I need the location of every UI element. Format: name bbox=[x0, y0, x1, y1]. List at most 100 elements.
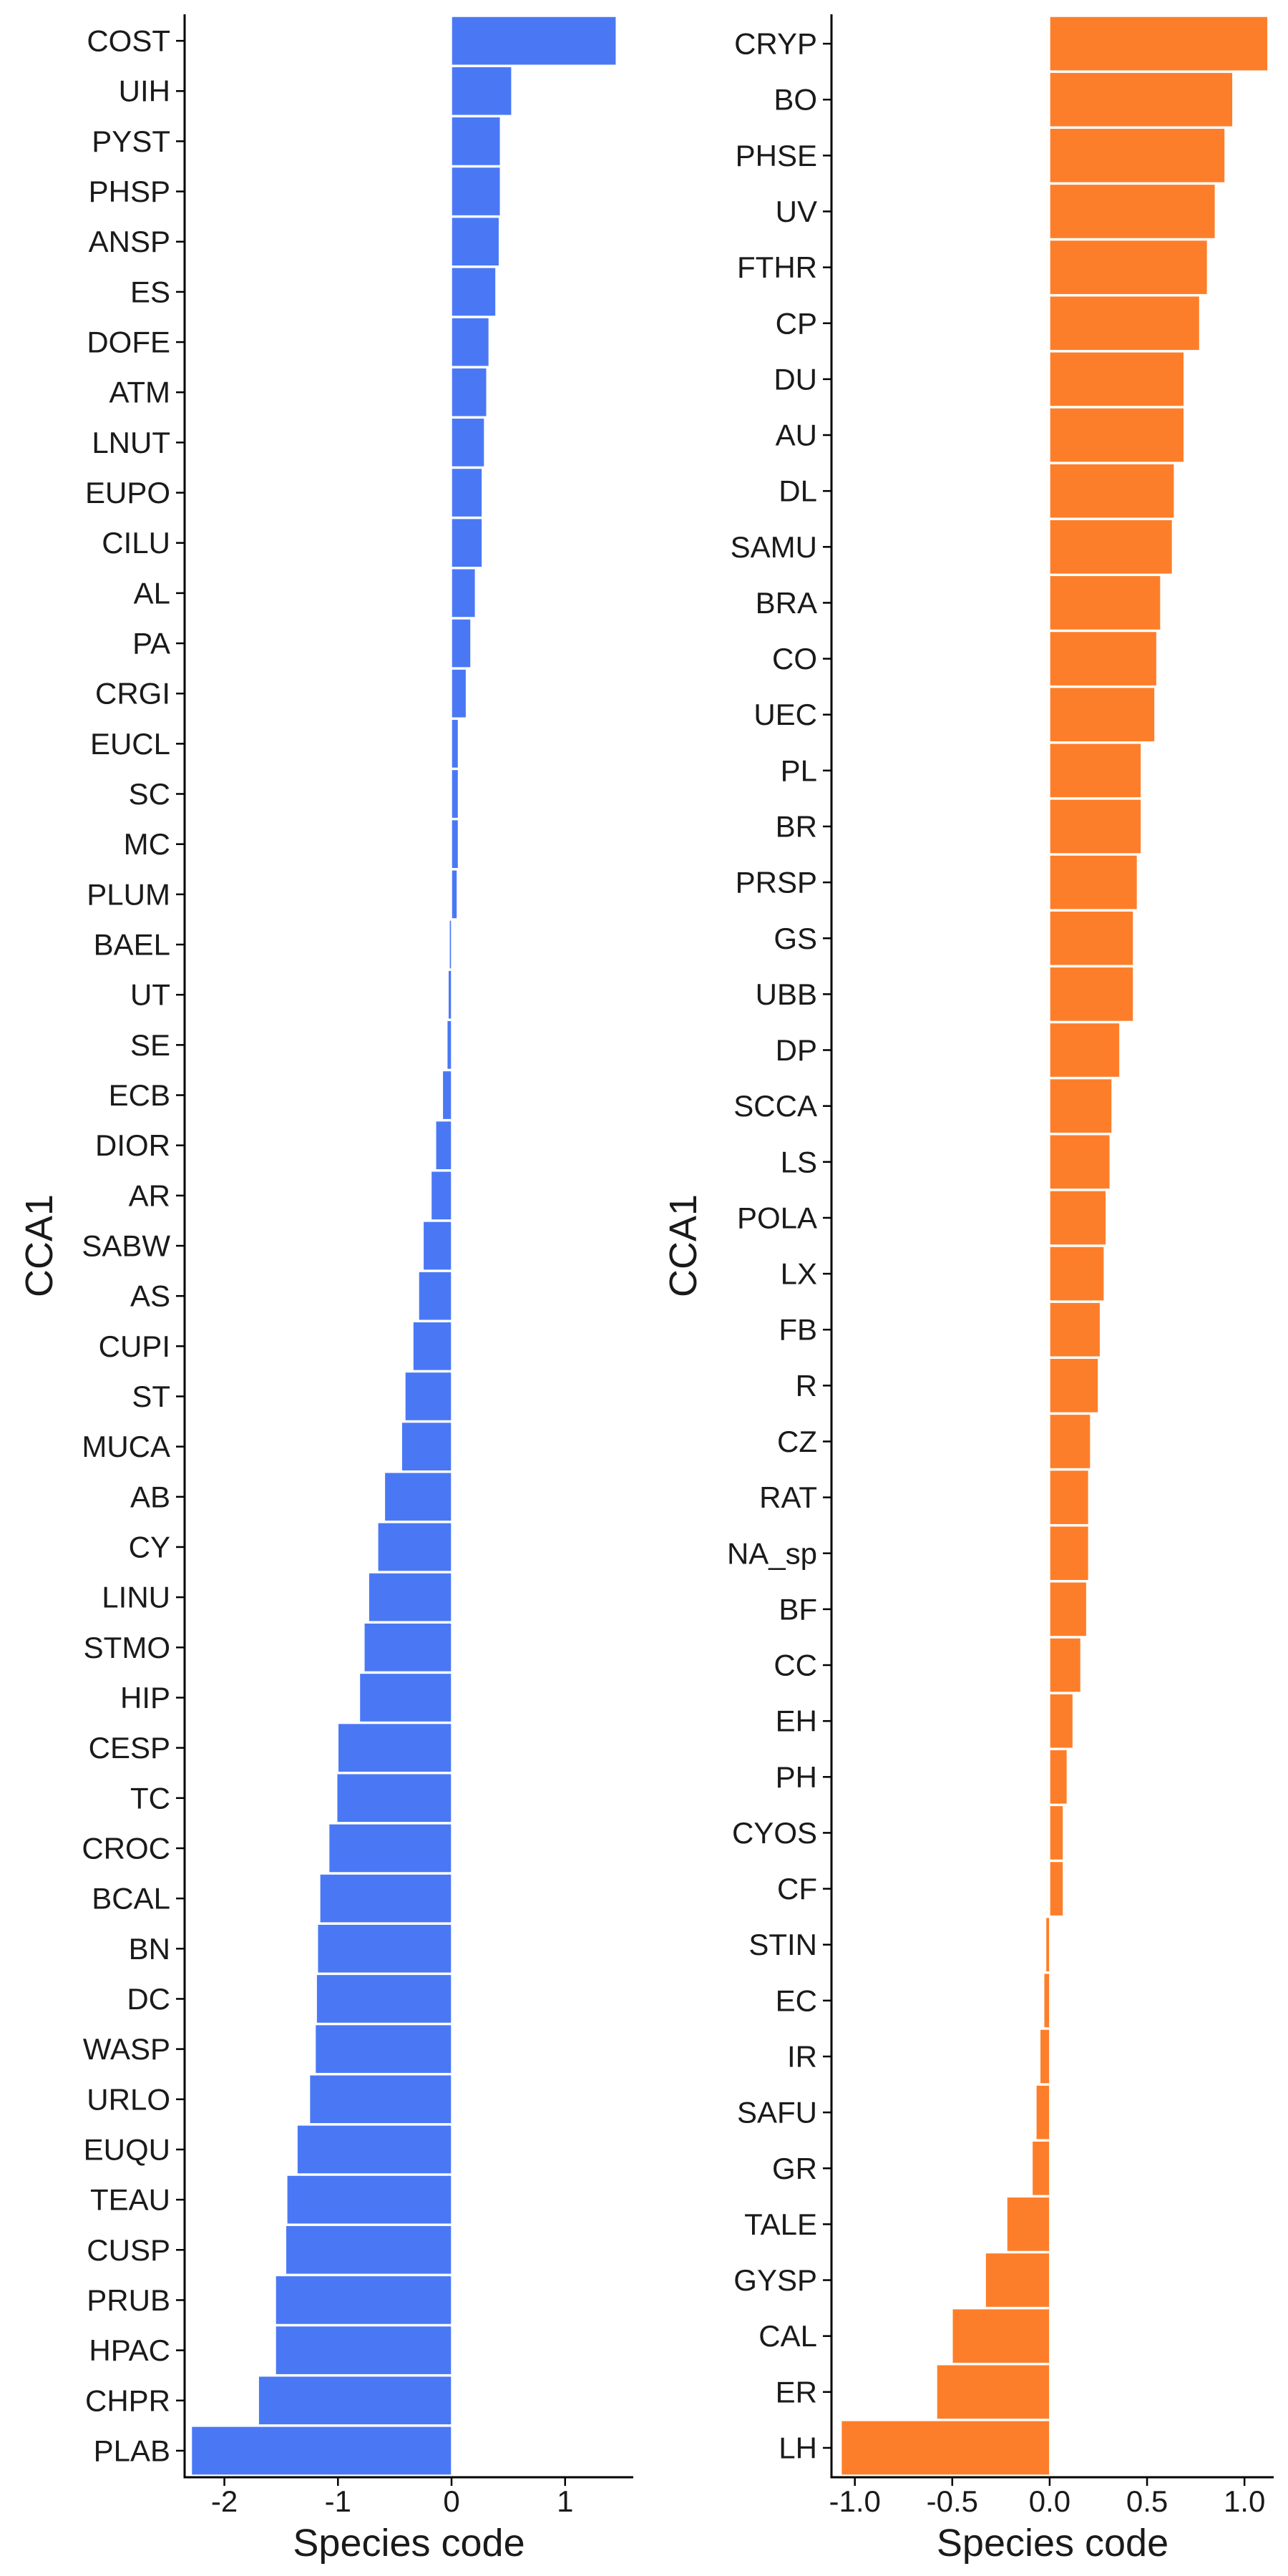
bar-teau bbox=[286, 2175, 452, 2225]
bar-r bbox=[1049, 1357, 1099, 1414]
y-tick-label-cal: CAL bbox=[758, 2319, 817, 2353]
x-tick-label: 1.0 bbox=[1224, 2484, 1265, 2518]
bar-gysp bbox=[985, 2252, 1050, 2308]
y-tick-label-bcal: BCAL bbox=[92, 1882, 170, 1916]
bar-uec bbox=[1049, 686, 1156, 743]
y-tick-label-hpac: HPAC bbox=[89, 2333, 170, 2367]
bar-na_sp bbox=[1049, 1525, 1090, 1581]
y-tick-label-uec: UEC bbox=[753, 698, 817, 731]
bar-hpac bbox=[275, 2325, 452, 2376]
x-tick-label: -1 bbox=[325, 2484, 351, 2518]
x-tick-label: -2 bbox=[211, 2484, 238, 2518]
y-tick-label-ut: UT bbox=[130, 978, 170, 1012]
y-tick-label-pyst: PYST bbox=[92, 125, 170, 158]
bar-dior bbox=[435, 1120, 452, 1171]
bar-cryp bbox=[1049, 16, 1269, 72]
y-tick-label-sc: SC bbox=[129, 777, 170, 811]
bar-fthr bbox=[1049, 239, 1209, 296]
bar-atm bbox=[451, 367, 487, 418]
bar-ubb bbox=[1049, 966, 1134, 1023]
bar-urlo bbox=[308, 2074, 452, 2124]
y-tick-label-as: AS bbox=[130, 1279, 170, 1313]
bar-cupi bbox=[412, 1321, 452, 1372]
bar-bcal bbox=[319, 1873, 452, 1923]
y-tick-label-gr: GR bbox=[772, 2152, 817, 2185]
bar-du bbox=[1049, 351, 1185, 407]
y-tick-label-co: CO bbox=[772, 642, 817, 675]
y-tick-label-br: BR bbox=[776, 809, 817, 843]
y-tick-label-dl: DL bbox=[779, 474, 817, 508]
y-tick-label-wasp: WASP bbox=[83, 2032, 170, 2066]
bar-euqu bbox=[296, 2124, 452, 2175]
bar-ec bbox=[1043, 1973, 1050, 2029]
y-tick-label-lnut: LNUT bbox=[92, 426, 170, 459]
bar-dl bbox=[1049, 463, 1175, 519]
y-tick-label-gs: GS bbox=[774, 922, 817, 955]
bar-hip bbox=[358, 1672, 452, 1723]
bar-lx bbox=[1049, 1246, 1105, 1302]
bar-cost bbox=[451, 16, 617, 66]
x-axis-title: Species code bbox=[293, 2522, 525, 2565]
bar-se bbox=[446, 1020, 452, 1070]
bar-es bbox=[451, 267, 497, 317]
y-tick-label-ir: IR bbox=[787, 2039, 817, 2073]
bar-co bbox=[1049, 630, 1158, 687]
x-tick-label: 0.5 bbox=[1126, 2484, 1168, 2518]
bar-tale bbox=[1006, 2196, 1050, 2253]
bar-cesp bbox=[337, 1722, 452, 1773]
bar-crgi bbox=[451, 668, 467, 719]
bar-stin bbox=[1045, 1916, 1050, 1973]
y-tick-label-stmo: STMO bbox=[84, 1631, 170, 1664]
y-tick-label-scca: SCCA bbox=[733, 1089, 817, 1123]
y-tick-label-stin: STIN bbox=[748, 1928, 817, 1961]
y-tick-label-uv: UV bbox=[776, 195, 817, 228]
bar-uih bbox=[451, 66, 512, 117]
bar-tc bbox=[336, 1772, 452, 1823]
bar-lnut bbox=[451, 417, 485, 468]
y-tick-label-crgi: CRGI bbox=[95, 677, 170, 711]
y-tick-label-ph: PH bbox=[776, 1760, 817, 1794]
bar-ar bbox=[430, 1171, 452, 1221]
y-tick-label-cf: CF bbox=[777, 1872, 817, 1906]
bar-bo bbox=[1049, 72, 1234, 128]
bar-ansp bbox=[451, 216, 500, 267]
y-tick-label-gysp: GYSP bbox=[733, 2263, 817, 2297]
y-tick-label-prub: PRUB bbox=[87, 2283, 170, 2317]
bar-pola bbox=[1049, 1190, 1107, 1246]
left-panel-chart: COST UIH PYST PHSP ANSP ES DOFE ATM LNUT EUPO CILU… bbox=[18, 14, 633, 2565]
bar-mc bbox=[451, 819, 459, 869]
y-tick-label-na_sp: NA_sp bbox=[727, 1536, 817, 1570]
right-panel-chart: CRYP BO PHSE UV FTHR CP DU AU DL SAMU BRA CO UEC PL BR… bbox=[662, 14, 1274, 2565]
bar-cal bbox=[952, 2308, 1050, 2364]
y-tick-label-bo: BO bbox=[774, 83, 817, 117]
y-tick-label-dior: DIOR bbox=[95, 1128, 170, 1162]
y-tick-label-linu: LINU bbox=[102, 1581, 170, 1614]
bar-ls bbox=[1049, 1133, 1111, 1190]
x-tick-label: 1 bbox=[557, 2484, 573, 2518]
y-tick-label-bn: BN bbox=[129, 1932, 170, 1966]
y-tick-label-bael: BAEL bbox=[94, 928, 170, 962]
y-tick-label-dc: DC bbox=[127, 1982, 170, 2016]
bar-prub bbox=[275, 2275, 452, 2326]
y-tick-label-eupo: EUPO bbox=[85, 476, 170, 509]
bar-br bbox=[1049, 799, 1142, 854]
y-tick-label-ls: LS bbox=[781, 1145, 817, 1179]
bar-dc bbox=[316, 1974, 452, 2024]
y-tick-label-ab: AB bbox=[130, 1480, 170, 1513]
y-tick-label-cusp: CUSP bbox=[87, 2233, 170, 2267]
y-tick-label-cc: CC bbox=[774, 1649, 817, 1682]
y-tick-label-se: SE bbox=[130, 1028, 170, 1062]
y-tick-label-tc: TC bbox=[130, 1781, 170, 1815]
y-tick-label-eh: EH bbox=[776, 1704, 817, 1738]
bar-cy bbox=[377, 1522, 452, 1572]
y-tick-label-ecb: ECB bbox=[109, 1078, 170, 1112]
y-tick-label-plum: PLUM bbox=[87, 877, 170, 911]
bar-er bbox=[936, 2363, 1050, 2420]
y-tick-label-al: AL bbox=[134, 576, 170, 610]
y-tick-label-r: R bbox=[796, 1369, 817, 1402]
bar-samu bbox=[1049, 519, 1174, 575]
bar-gs bbox=[1049, 910, 1134, 967]
x-axis-title: Species code bbox=[937, 2522, 1169, 2565]
bar-st bbox=[404, 1371, 452, 1422]
x-tick-label: 0 bbox=[443, 2484, 459, 2518]
